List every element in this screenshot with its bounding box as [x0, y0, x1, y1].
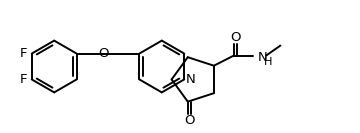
Text: O: O [230, 31, 241, 44]
Text: H: H [264, 57, 273, 67]
Text: N: N [186, 73, 195, 86]
Text: F: F [20, 47, 28, 60]
Text: F: F [20, 73, 28, 86]
Text: O: O [184, 114, 195, 127]
Text: O: O [98, 47, 109, 60]
Text: N: N [258, 51, 267, 64]
